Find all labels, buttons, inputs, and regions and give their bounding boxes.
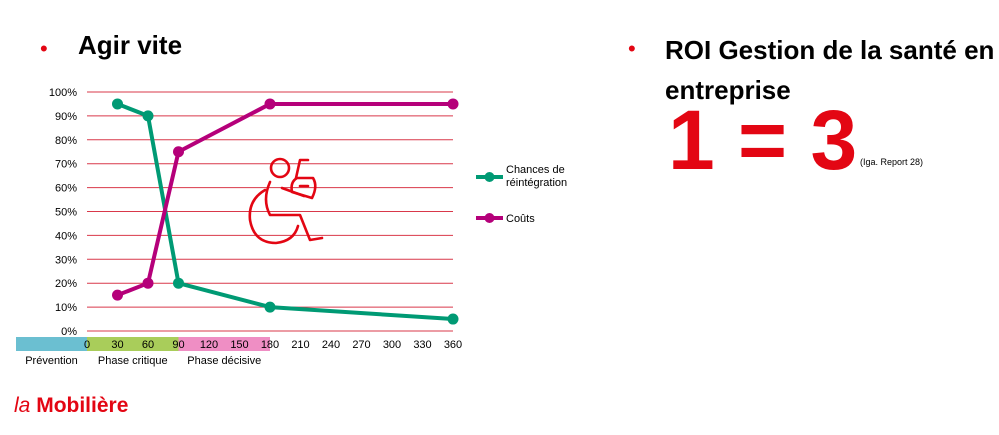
y-tick-label: 80% bbox=[55, 135, 77, 147]
x-tick-label: 240 bbox=[322, 339, 340, 351]
company-logo: la Mobilière bbox=[14, 394, 128, 418]
y-tick-label: 40% bbox=[55, 230, 77, 242]
data-point bbox=[142, 110, 154, 122]
data-point bbox=[447, 98, 459, 110]
heading-agir-vite: Agir vite bbox=[78, 30, 183, 60]
x-tick-label: 330 bbox=[413, 339, 431, 351]
phase-band-0 bbox=[16, 337, 87, 351]
phase-label-2: Phase décisive bbox=[187, 355, 261, 367]
legend-label: Coûts bbox=[506, 213, 535, 225]
y-axis-ticks: 0% 10% 20% 30% 40% 50% 60% 70% 80% 90% 100% bbox=[49, 87, 77, 338]
phase-bands: Prévention Phase critique Phase décisive bbox=[16, 337, 270, 367]
x-tick-label: 120 bbox=[200, 339, 218, 351]
data-point bbox=[173, 146, 184, 158]
y-tick-label: 0% bbox=[61, 326, 77, 338]
data-point bbox=[112, 98, 123, 110]
data-point bbox=[264, 98, 276, 110]
data-point bbox=[447, 313, 459, 325]
wheelchair-user-icon bbox=[248, 157, 324, 245]
y-tick-label: 70% bbox=[55, 159, 77, 171]
y-tick-label: 30% bbox=[55, 254, 77, 266]
y-tick-label: 100% bbox=[49, 87, 77, 99]
chart-grid bbox=[87, 91, 453, 332]
x-tick-label: 0 bbox=[84, 339, 90, 351]
roi-source: (Iga. Report 28) bbox=[860, 157, 924, 167]
x-tick-label: 60 bbox=[142, 339, 154, 351]
phase-band-2 bbox=[178, 337, 270, 351]
y-tick-label: 50% bbox=[55, 207, 77, 219]
data-point bbox=[264, 301, 276, 313]
phase-label-0: Prévention bbox=[25, 355, 78, 367]
y-tick-label: 10% bbox=[55, 302, 77, 314]
x-tick-label: 30 bbox=[111, 339, 123, 351]
series-line-1 bbox=[116, 101, 453, 298]
data-point bbox=[142, 277, 154, 289]
phase-band-1 bbox=[87, 337, 179, 351]
bullet-left: • bbox=[40, 36, 48, 61]
heading-roi: ROI Gestion de la santé en entreprise bbox=[665, 35, 995, 105]
x-tick-label: 360 bbox=[444, 339, 462, 351]
y-tick-label: 90% bbox=[55, 111, 77, 123]
legend-swatch-marker bbox=[484, 213, 495, 223]
chart-series bbox=[112, 98, 459, 325]
data-point bbox=[173, 277, 184, 289]
logo-name: Mobilière bbox=[36, 394, 129, 417]
chart-legend: Chances de réintégration Coûts bbox=[476, 164, 567, 225]
phase-label-1: Phase critique bbox=[98, 355, 168, 367]
legend-swatch-marker bbox=[484, 172, 495, 182]
bullet-right: • bbox=[628, 36, 636, 61]
logo-prefix: la bbox=[14, 394, 31, 417]
roi-equation: 1 = 3 bbox=[668, 93, 858, 187]
y-tick-label: 60% bbox=[55, 183, 77, 195]
x-tick-label: 210 bbox=[291, 339, 309, 351]
data-point bbox=[112, 289, 123, 301]
x-tick-label: 300 bbox=[383, 339, 401, 351]
x-tick-label: 180 bbox=[261, 339, 279, 351]
x-axis-ticks: 0 30 60 90 120 150 180 210 240 270 300 330 360 bbox=[84, 339, 462, 351]
x-tick-label: 270 bbox=[352, 339, 370, 351]
y-tick-label: 20% bbox=[55, 278, 77, 290]
x-tick-label: 150 bbox=[230, 339, 248, 351]
legend-label: Chances de réintégration bbox=[506, 164, 567, 189]
x-tick-label: 90 bbox=[172, 339, 184, 351]
